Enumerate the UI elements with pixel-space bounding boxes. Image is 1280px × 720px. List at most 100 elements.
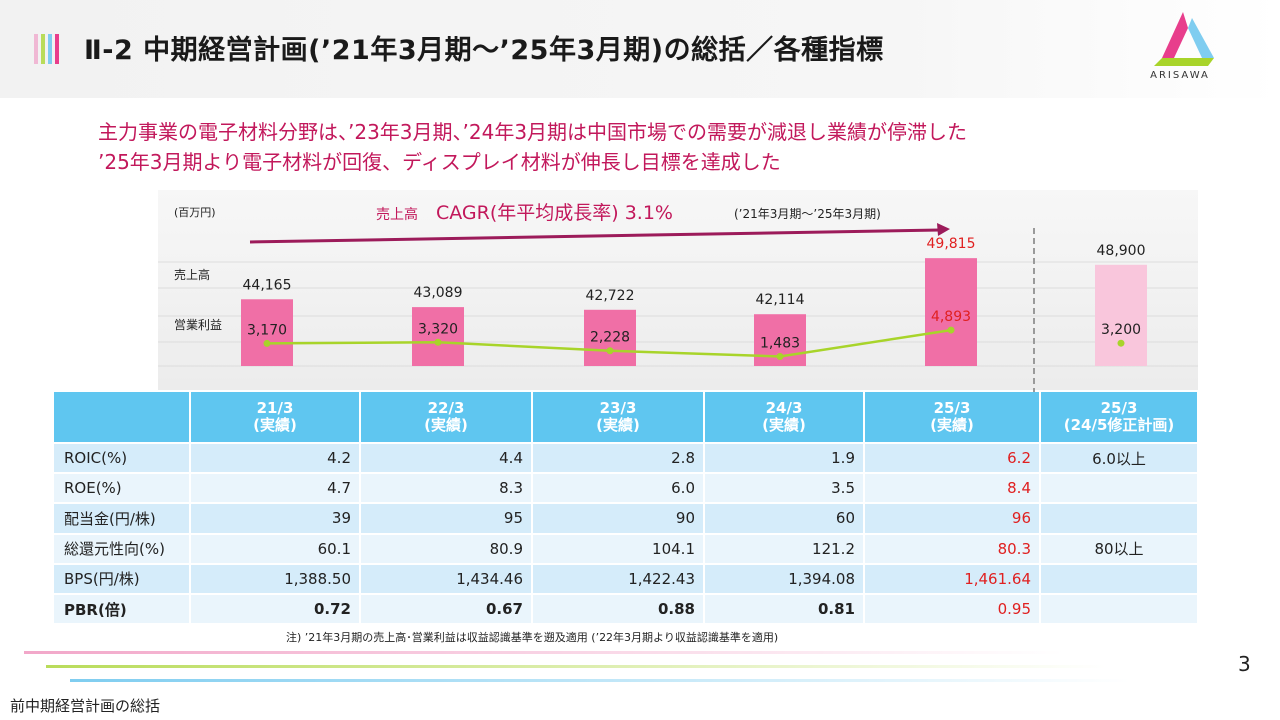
table-cell: 0.67 [360,592,533,624]
column-header-period: 25/3 [933,399,971,417]
column-header-type: (実績) [762,416,806,434]
arisawa-logo-icon [1154,12,1214,66]
table-cell: 8.4 [864,472,1041,504]
plan-target-cell: 80以上 [1040,532,1199,564]
column-header-period: 22/3 [427,399,465,417]
table-cell: 6.2 [864,441,1041,474]
table-cell: 60 [704,502,865,534]
table-row: ROE(%) 4.7 8.3 6.0 3.5 8.4 [54,472,1199,504]
table-cell: 0.88 [532,592,705,624]
footer-section-title: 前中期経営計画の総括 [10,697,161,715]
cagr-arrow-line [249,228,941,244]
table-cell: 60.1 [190,532,361,564]
row-label: BPS(円/株) [54,562,191,594]
accent-bar [55,34,59,64]
column-header-period: 24/3 [765,399,803,417]
title-accent-bars [34,34,74,64]
table-cell: 1.9 [704,441,865,474]
sales-bar [1095,264,1147,366]
table-cell: 96 [864,502,1041,534]
header-band [0,0,1280,98]
operating-profit-value-label: 3,170 [247,322,287,338]
table-cell: 8.3 [360,472,533,504]
operating-profit-point [606,347,614,355]
column-header-type: (24/5修正計画) [1063,416,1175,434]
table-cell: 4.4 [360,441,533,474]
table-cell: 1,394.08 [704,562,865,594]
row-label: 総還元性向(%) [54,532,191,564]
operating-profit-point [1117,339,1125,347]
cagr-arrow-head [937,223,950,236]
plan-target-cell [1040,502,1199,534]
column-header: 24/3 (実績) [704,392,865,443]
table-cell: 121.2 [704,532,865,564]
plan-target-cell [1040,562,1199,594]
sales-bar [412,307,464,366]
row-label: ROE(%) [54,472,191,504]
cagr-prefix: 売上高 [376,206,418,223]
chart-background [158,190,1198,390]
table-row: PBR(倍) 0.72 0.67 0.88 0.81 0.95 [54,592,1199,624]
table-cell: 3.5 [704,472,865,504]
table-row: 総還元性向(%) 60.1 80.9 104.1 121.2 80.3 80以上 [54,532,1199,564]
row-label-operating-profit: 営業利益 [174,318,222,332]
sales-bar [584,309,636,366]
table-cell: 80.9 [360,532,533,564]
operating-profit-point [434,338,442,346]
accent-bar [48,34,52,64]
table-row: BPS(円/株) 1,388.50 1,434.46 1,422.43 1,394.08… [54,562,1199,594]
operating-profit-point [263,339,271,347]
column-header-period: 25/3 [1100,399,1138,417]
table-cell: 1,422.43 [532,562,705,594]
table-cell: 2.8 [532,441,705,474]
column-header-type: (実績) [930,416,974,434]
table-row: ROIC(%) 4.2 4.4 2.8 1.9 6.2 6.0以上 [54,441,1199,474]
table-header-row: 21/3 (実績) 22/3 (実績) 23/3 (実績) 24/3 (実績) 25/3 (実績)… [54,392,1199,443]
plan-target-cell [1040,592,1199,624]
operating-profit-value-label: 3,320 [418,321,458,337]
row-label-sales: 売上高 [174,267,210,282]
table-cell: 1,434.46 [360,562,533,594]
cagr-label: CAGR(年平均成長率) 3.1% [436,202,673,224]
column-header: 22/3 (実績) [360,392,533,443]
logo-text: ARISAWA [1150,70,1210,81]
table-cell: 39 [190,502,361,534]
column-header: 25/3 (実績) [864,392,1041,443]
column-header-period: 21/3 [256,399,294,417]
table-body: ROIC(%) 4.2 4.4 2.8 1.9 6.2 6.0以上 ROE(%) 4.7 8.3 6… [54,441,1199,624]
column-header: 25/3 (24/5修正計画) [1040,392,1199,443]
operating-profit-point [776,353,784,361]
cagr-period: (’21年3月期～’25年3月期) [734,207,881,221]
table-cell: 104.1 [532,532,705,564]
table-cell: 0.81 [704,592,865,624]
plan-target-cell [1040,472,1199,504]
table-row: 配当金(円/株) 39 95 90 60 96 [54,502,1199,534]
table-cell: 0.72 [190,592,361,624]
footnote: 注) ’21年3月期の売上高･営業利益は収益認識基準を遡及適用 (’22年3月期… [286,631,779,644]
sales-value-label: 42,722 [586,288,635,304]
sales-value-label: 48,900 [1097,243,1146,259]
table-cell: 1,461.64 [864,562,1041,594]
sales-bar [925,258,977,366]
page-number: 3 [1238,652,1251,676]
table-cell: 4.2 [190,441,361,474]
sales-value-label: 43,089 [414,285,463,301]
operating-profit-value-label: 1,483 [760,336,800,352]
column-header: 21/3 (実績) [190,392,361,443]
table-cell: 90 [532,502,705,534]
row-label: 配当金(円/株) [54,502,191,534]
table-cell: 80.3 [864,532,1041,564]
row-label: PBR(倍) [54,592,191,624]
column-header-period: 23/3 [599,399,637,417]
column-header: 23/3 (実績) [532,392,705,443]
operating-profit-point [947,326,955,334]
subtitle-line-2: ’25年3月期より電子材料が回復、ディスプレイ材料が伸長し目標を達成した [98,150,781,174]
column-header-type: (実績) [596,416,640,434]
sales-value-label: 44,165 [243,277,292,293]
table-cell: 4.7 [190,472,361,504]
column-header-type: (実績) [424,416,468,434]
header-corner [54,392,191,443]
table-cell: 6.0 [532,472,705,504]
accent-bar [34,34,38,64]
